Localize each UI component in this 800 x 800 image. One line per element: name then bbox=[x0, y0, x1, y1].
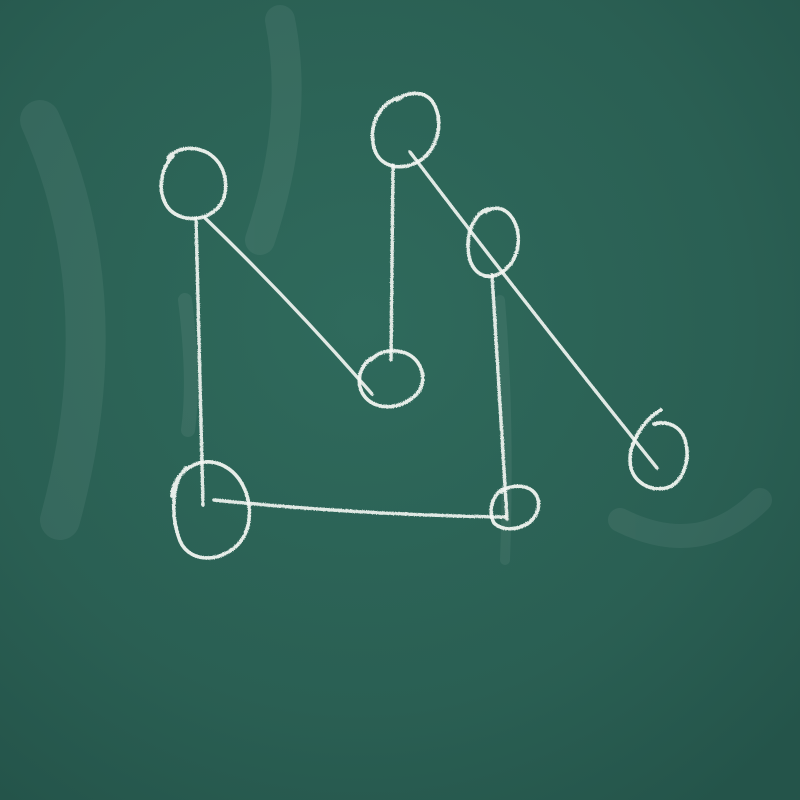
smudge bbox=[245, 5, 302, 255]
edge-f-g bbox=[212, 498, 507, 519]
edge-b-e bbox=[408, 150, 659, 470]
smudge bbox=[20, 100, 106, 540]
node-bottom-left bbox=[170, 460, 252, 560]
node-bottom-right bbox=[489, 484, 541, 531]
smudge bbox=[495, 295, 512, 565]
node-top-left bbox=[159, 146, 228, 221]
graph-nodes bbox=[159, 91, 689, 560]
node-right-upper bbox=[466, 206, 521, 279]
edge-b-d bbox=[389, 163, 395, 362]
node-right-lower bbox=[628, 408, 689, 491]
node-center bbox=[357, 349, 425, 409]
erase-smudges bbox=[20, 5, 772, 565]
smudge bbox=[178, 293, 198, 437]
edge-a-d bbox=[203, 216, 374, 396]
edge-a-f bbox=[194, 216, 205, 507]
smudge bbox=[608, 488, 772, 548]
node-top-center bbox=[370, 91, 441, 169]
